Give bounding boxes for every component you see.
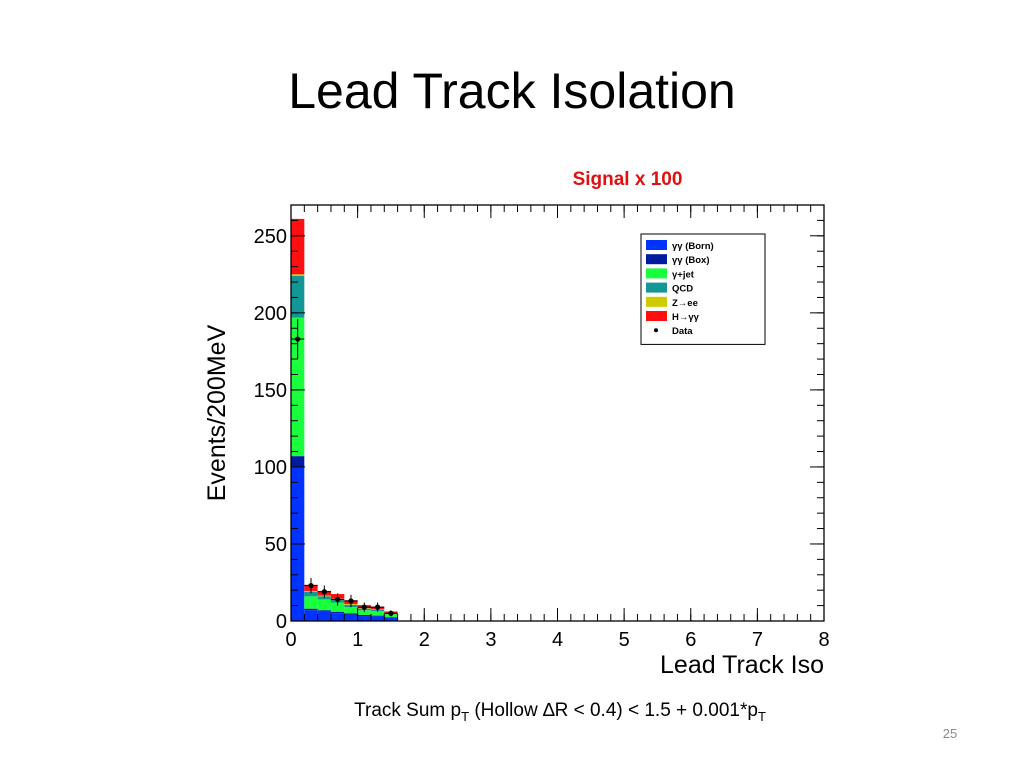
bar-segment [291,218,305,275]
bar-segment [344,613,358,615]
slide-title: Lead Track Isolation [288,63,736,119]
bar-segment [357,610,371,615]
bar-segment [317,610,331,612]
x-tick-label: 0 [285,629,296,651]
bar-segment [304,591,318,597]
x-axis-label: Lead Track Iso [660,651,824,679]
bar-segment [370,610,385,616]
legend-data-marker [654,328,658,333]
y-tick-label: 100 [254,457,287,479]
data-point [295,336,301,342]
x-tick-label: 6 [685,629,696,651]
y-tick-label: 0 [276,611,287,633]
legend-label: γ+jet [672,269,695,280]
data-points-layer [291,319,398,617]
legend-swatch [646,296,667,307]
bar-segment [317,599,331,611]
bar-segment [291,275,305,318]
page-number: 25 [942,726,958,741]
legend: γγ (Born) γγ (Box) γ+jet QCD Z→ee H→γγ Data [640,233,766,345]
x-tick-label: 5 [619,629,630,651]
data-point [388,610,394,616]
caption-subscript: T [461,708,470,724]
x-tick-label: 8 [818,629,829,651]
y-tick-label: 50 [265,534,287,556]
bar-segment [370,615,385,617]
x-tick-label: 1 [352,629,363,651]
data-point [361,604,367,610]
bar-segment [370,616,385,621]
bar-segment [291,317,305,457]
legend-label: γγ (Box) [672,255,709,266]
data-point [348,598,354,604]
legend-label: QCD [672,284,693,295]
legend-label: γγ (Born) [672,241,714,252]
bar-segment [384,617,398,621]
legend-swatch [646,282,667,293]
x-tick-label: 3 [485,629,496,651]
legend-label: H→γγ [672,312,700,323]
delta-symbol: ∆ [542,700,555,721]
caption-subscript: T [757,708,766,724]
bar-segment [291,274,305,276]
bar-segment [330,611,345,614]
legend-swatch [646,268,667,279]
bar-segment [357,616,371,621]
legend-label: Data [672,326,693,337]
legend-swatch [646,254,667,265]
x-tick-label: 7 [752,629,763,651]
bar-segment [304,610,318,621]
bar-segment [317,611,331,621]
bar-segment [291,456,305,467]
data-point [375,604,381,610]
caption-part: R < 0.4) < 1.5 + 0.001*p [554,700,758,721]
caption-part: Track Sum p [354,700,462,721]
bar-segment [330,613,345,621]
data-point [335,596,341,603]
x-tick-label: 2 [419,629,430,651]
y-tick-label: 200 [254,303,287,325]
bar-segment [304,608,318,611]
bar-segment [384,617,398,618]
bar-segment [304,596,318,609]
bar-segment [330,602,345,612]
bar-segment [357,614,371,617]
legend-swatch [646,240,667,250]
bars-layer [291,218,398,621]
data-point [321,589,327,595]
legend-label: Z→ee [672,298,698,309]
x-tick-label: 4 [552,629,563,651]
bar-segment [344,614,358,621]
caption: Track Sum pT (Hollow ∆R < 0.4) < 1.5 + 0… [250,700,870,724]
ticks-layer: 0 1 2 3 4 5 6 7 8 0 50 100 150 200 250 [254,204,830,651]
y-tick-label: 250 [254,226,287,248]
legend-swatch [646,311,667,321]
signal-scale-note: Signal x 100 [572,169,683,190]
y-tick-label: 150 [254,380,287,402]
data-point [308,582,314,589]
caption-part: (Hollow [469,700,543,721]
y-axis-label: Events/200MeV [203,324,231,501]
bar-segment [344,607,358,614]
